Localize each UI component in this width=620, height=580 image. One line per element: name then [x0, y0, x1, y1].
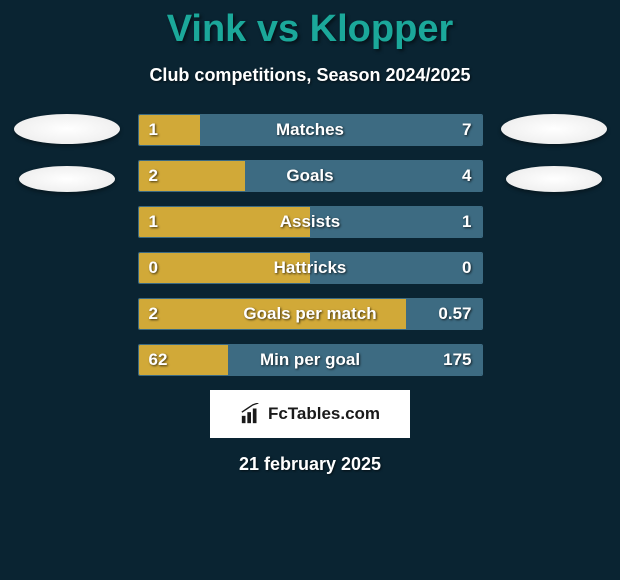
page-title: Vink vs Klopper [0, 0, 620, 51]
stat-row: 20.57Goals per match [138, 298, 483, 330]
stat-label: Min per goal [139, 345, 482, 375]
logo-box: FcTables.com [210, 390, 410, 438]
stat-bars: 17Matches 24Goals 11Assists 00Hattricks 20.5… [138, 114, 483, 376]
stat-row: 00Hattricks [138, 252, 483, 284]
stat-label: Goals per match [139, 299, 482, 329]
player-left-image-placeholder-1 [14, 114, 120, 144]
stat-label: Hattricks [139, 253, 482, 283]
player-left-col [12, 114, 122, 192]
stat-label: Assists [139, 207, 482, 237]
date-line: 21 february 2025 [0, 454, 620, 475]
player-right-col [499, 114, 609, 192]
player-right-image-placeholder-2 [506, 166, 602, 192]
player-left-image-placeholder-2 [19, 166, 115, 192]
stat-row: 62175Min per goal [138, 344, 483, 376]
bar-chart-icon [240, 403, 262, 425]
logo-text: FcTables.com [268, 404, 380, 424]
stat-label: Matches [139, 115, 482, 145]
stat-label: Goals [139, 161, 482, 191]
stat-row: 11Assists [138, 206, 483, 238]
comparison-area: 17Matches 24Goals 11Assists 00Hattricks 20.5… [0, 114, 620, 376]
stat-row: 24Goals [138, 160, 483, 192]
page-subtitle: Club competitions, Season 2024/2025 [0, 65, 620, 86]
player-right-image-placeholder-1 [501, 114, 607, 144]
stat-row: 17Matches [138, 114, 483, 146]
